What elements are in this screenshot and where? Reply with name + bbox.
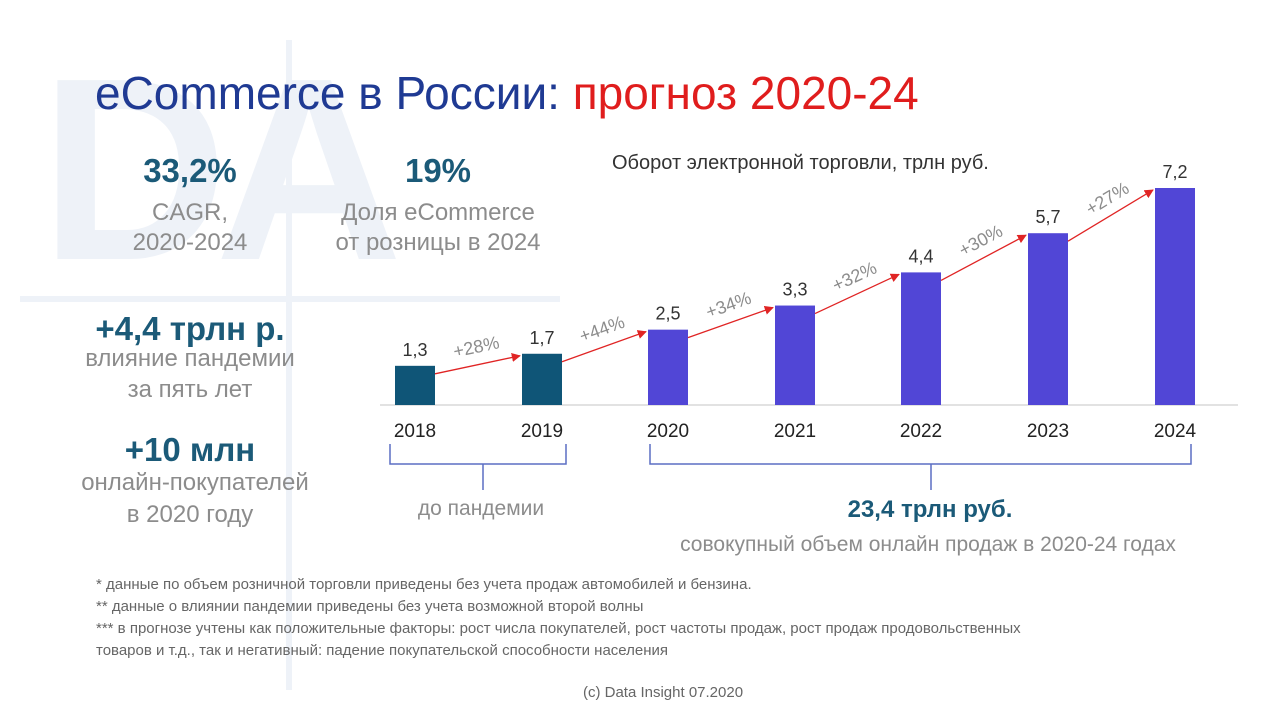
tick-label-2021: 2021 — [774, 421, 816, 442]
total-value: 23,4 трлн руб. — [847, 496, 1013, 523]
watermark-line-vertical — [286, 40, 292, 690]
growth-label-1: +28% — [451, 332, 501, 361]
value-label-2018: 1,3 — [402, 340, 427, 360]
value-label-2020: 2,5 — [655, 304, 680, 324]
watermark-letter-a: A — [215, 25, 403, 315]
footnote-1: * данные по объем розничной торговли при… — [96, 576, 752, 593]
page-title-accent: прогноз 2020-24 — [572, 67, 919, 119]
growth-arrow-6 — [1067, 189, 1154, 242]
tick-label-2018: 2018 — [394, 421, 436, 442]
buyers-label-1: онлайн-покупателей — [81, 469, 309, 496]
tick-label-2022: 2022 — [900, 421, 942, 442]
brace-pre-pandemic — [389, 444, 567, 490]
footnote-2: ** данные о влиянии пандемии приведены б… — [96, 598, 644, 615]
footnote-3: *** в прогнозе учтены как положительные … — [96, 620, 1021, 637]
page-title: eCommerce в России: прогноз 2020-24 — [95, 67, 919, 119]
value-label-2024: 7,2 — [1162, 162, 1187, 182]
buyers-label-2: в 2020 году — [126, 501, 254, 528]
cagr-label-2: 2020-2024 — [132, 229, 248, 256]
chart-title: Оборот электронной торговли, трлн руб. — [612, 152, 989, 174]
bar-2024 — [1155, 188, 1195, 405]
growth-arrow-4 — [814, 273, 900, 315]
buyers-value: +10 млн — [124, 431, 256, 468]
growth-arrow-1 — [434, 353, 521, 375]
total-label: совокупный объем онлайн продаж в 2020-24… — [680, 533, 1176, 556]
growth-arrow-2 — [561, 330, 647, 363]
growth-arrow-5 — [940, 234, 1027, 281]
share-value: 19% — [404, 152, 472, 189]
footnote-4: товаров и т.д., так и негативный: падени… — [96, 642, 669, 659]
pandemic-label-2: за пять лет — [127, 376, 253, 403]
share-label-1: Доля eCommerce — [341, 199, 535, 226]
growth-arrow-3 — [687, 305, 774, 339]
bar-2022 — [901, 272, 941, 405]
value-label-2021: 3,3 — [782, 280, 807, 300]
copyright: (c) Data Insight 07.2020 — [582, 684, 744, 701]
bar-2021 — [775, 305, 815, 405]
pandemic-value: +4,4 трлн р. — [95, 310, 285, 347]
pandemic-label-1: влияние пандемии — [85, 345, 295, 372]
bar-2020 — [648, 329, 688, 405]
tick-label-2020: 2020 — [647, 421, 689, 442]
value-label-2022: 4,4 — [908, 246, 933, 266]
growth-label-6: +27% — [1082, 178, 1132, 219]
growth-label-4: +32% — [829, 258, 880, 296]
growth-label-5: +30% — [955, 221, 1005, 261]
footnotes: * данные по объем розничной торговли при… — [96, 574, 1196, 662]
cagr-label-1: CAGR, — [151, 199, 228, 226]
tick-label-2024: 2024 — [1154, 421, 1197, 442]
tick-label-2023: 2023 — [1027, 421, 1069, 442]
tick-label-2019: 2019 — [521, 421, 563, 442]
bar-2023 — [1028, 233, 1068, 405]
bar-2019 — [522, 353, 562, 405]
pre-pandemic-label: до пандемии — [417, 497, 545, 520]
brace-forecast — [649, 444, 1192, 490]
cagr-value: 33,2% — [143, 152, 237, 189]
value-label-2023: 5,7 — [1035, 207, 1060, 227]
bar-2018 — [395, 365, 435, 405]
share-label-2: от розницы в 2024 — [335, 229, 541, 256]
watermark-letter-d: D — [40, 25, 228, 315]
value-label-2019: 1,7 — [529, 328, 554, 348]
